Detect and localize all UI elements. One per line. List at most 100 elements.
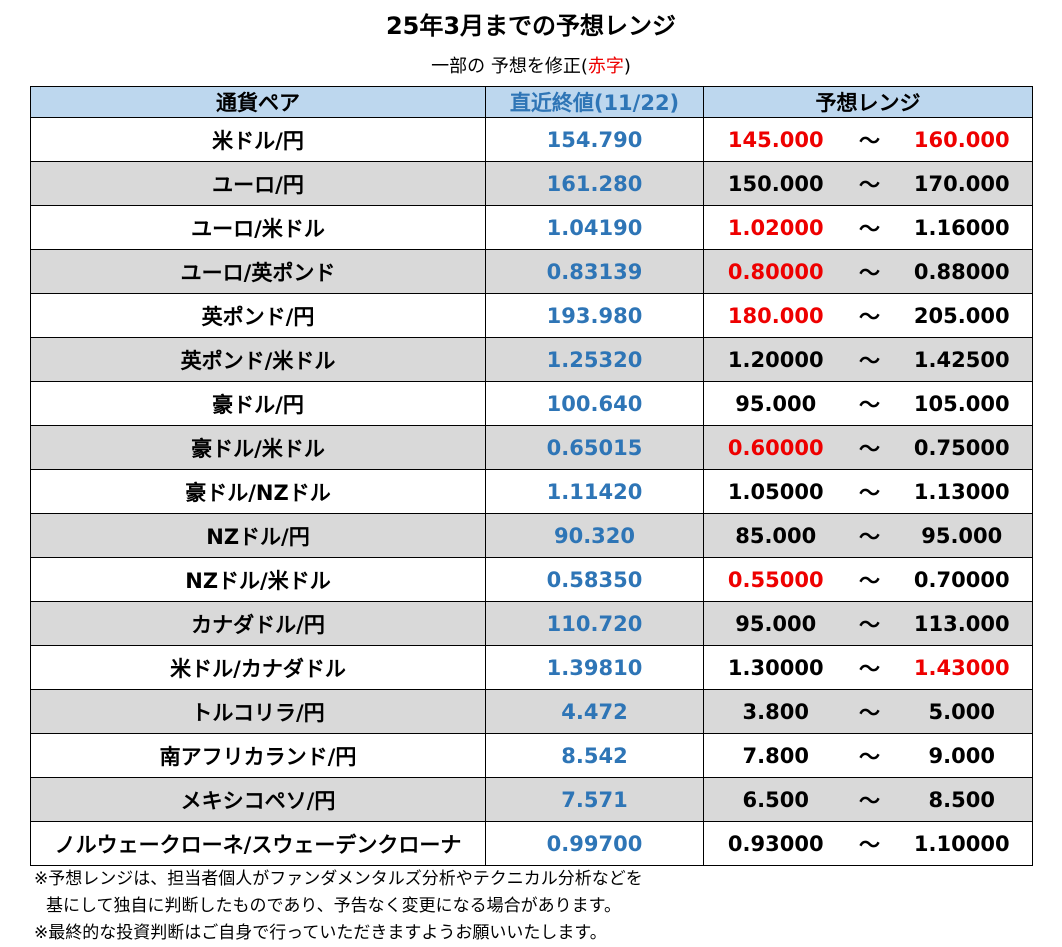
footnote-2: 基にして独自に判断したものであり、予告なく変更になる場合があります。 (46, 896, 621, 916)
pair-cell: 米ドル/カナダドル (30, 645, 486, 690)
pair-cell: 米ドル/円 (30, 117, 486, 162)
pair-cell: ユーロ/米ドル (30, 205, 486, 250)
range-tilde: ～ (847, 293, 892, 338)
range-low-cell: 180.000 (703, 293, 848, 338)
range-tilde: ～ (847, 777, 892, 822)
pair-cell: NZドル/円 (30, 513, 486, 558)
range-tilde: ～ (847, 821, 892, 866)
range-low-cell: 0.80000 (703, 249, 848, 294)
latest-close-cell: 100.640 (485, 381, 704, 426)
table-row: ユーロ/英ポンド 0.83139 0.80000 ～ 0.88000 (30, 249, 1034, 294)
range-high-cell: 1.16000 (891, 205, 1034, 250)
range-tilde: ～ (847, 117, 892, 162)
pair-cell: ノルウェークローネ/スウェーデンクローナ (30, 821, 486, 866)
range-high-cell: 1.42500 (891, 337, 1034, 382)
range-tilde: ～ (847, 513, 892, 558)
range-low-cell: 0.55000 (703, 557, 848, 602)
table-row: 豪ドル/米ドル 0.65015 0.60000 ～ 0.75000 (30, 425, 1034, 470)
table-row: NZドル/円 90.320 85.000 ～ 95.000 (30, 513, 1034, 558)
latest-close-cell: 110.720 (485, 601, 704, 646)
range-tilde: ～ (847, 161, 892, 206)
table-row: メキシコペソ/円 7.571 6.500 ～ 8.500 (30, 777, 1034, 822)
range-tilde: ～ (847, 425, 892, 470)
table-row: ユーロ/円 161.280 150.000 ～ 170.000 (30, 161, 1034, 206)
range-high-cell: 95.000 (891, 513, 1034, 558)
range-tilde: ～ (847, 733, 892, 778)
table-row: 豪ドル/NZドル 1.11420 1.05000 ～ 1.13000 (30, 469, 1034, 514)
latest-close-cell: 0.65015 (485, 425, 704, 470)
latest-close-cell: 0.99700 (485, 821, 704, 866)
pair-cell: 英ポンド/米ドル (30, 337, 486, 382)
range-high-cell: 170.000 (891, 161, 1034, 206)
footnote-3: ※最終的な投資判断はご自身で行っていただきますようお願いいたします。 (34, 923, 607, 943)
footnotes: ※予想レンジは、担当者個人がファンダメンタルズ分析やテクニカル分析などを 基にし… (34, 866, 643, 947)
range-high-cell: 9.000 (891, 733, 1034, 778)
range-tilde: ～ (847, 381, 892, 426)
pair-cell: メキシコペソ/円 (30, 777, 486, 822)
table-row: 英ポンド/円 193.980 180.000 ～ 205.000 (30, 293, 1034, 338)
pair-cell: 豪ドル/米ドル (30, 425, 486, 470)
forecast-table: 通貨ペア 直近終値(11/22) 予想レンジ 米ドル/円 154.790 145.0… (30, 86, 1034, 866)
header-range: 予想レンジ (702, 86, 1034, 118)
latest-close-cell: 161.280 (485, 161, 704, 206)
table-row: 米ドル/円 154.790 145.000 ～ 160.000 (30, 117, 1034, 162)
latest-close-cell: 8.542 (485, 733, 704, 778)
range-tilde: ～ (847, 469, 892, 514)
range-low-cell: 150.000 (703, 161, 848, 206)
range-low-cell: 6.500 (703, 777, 848, 822)
subtitle-highlight: 赤字 (587, 56, 624, 77)
latest-close-cell: 4.472 (485, 689, 704, 734)
table-row: ユーロ/米ドル 1.04190 1.02000 ～ 1.16000 (30, 205, 1034, 250)
range-tilde: ～ (847, 205, 892, 250)
table-row: 英ポンド/米ドル 1.25320 1.20000 ～ 1.42500 (30, 337, 1034, 382)
range-high-cell: 0.70000 (891, 557, 1034, 602)
table-row: ノルウェークローネ/スウェーデンクローナ 0.99700 0.93000 ～ 1.100… (30, 821, 1034, 866)
range-high-cell: 1.43000 (891, 645, 1034, 690)
range-high-cell: 1.13000 (891, 469, 1034, 514)
latest-close-cell: 1.04190 (485, 205, 704, 250)
range-high-cell: 105.000 (891, 381, 1034, 426)
range-low-cell: 85.000 (703, 513, 848, 558)
range-low-cell: 0.60000 (703, 425, 848, 470)
range-low-cell: 1.05000 (703, 469, 848, 514)
range-tilde: ～ (847, 645, 892, 690)
range-high-cell: 160.000 (891, 117, 1034, 162)
pair-cell: 英ポンド/円 (30, 293, 486, 338)
range-low-cell: 95.000 (703, 381, 848, 426)
page-title: 25年3月までの予想レンジ (385, 12, 677, 40)
latest-close-cell: 1.11420 (485, 469, 704, 514)
latest-close-cell: 0.83139 (485, 249, 704, 294)
pair-cell: トルコリラ/円 (30, 689, 486, 734)
latest-close-cell: 1.25320 (485, 337, 704, 382)
range-tilde: ～ (847, 689, 892, 734)
range-tilde: ～ (847, 249, 892, 294)
range-high-cell: 205.000 (891, 293, 1034, 338)
pair-cell: ユーロ/英ポンド (30, 249, 486, 294)
range-high-cell: 5.000 (891, 689, 1034, 734)
subtitle-prefix: 一部の 予想を修正( (431, 56, 588, 77)
latest-close-cell: 193.980 (485, 293, 704, 338)
range-high-cell: 8.500 (891, 777, 1034, 822)
table-row: 米ドル/カナダドル 1.39810 1.30000 ～ 1.43000 (30, 645, 1034, 690)
range-tilde: ～ (847, 601, 892, 646)
table-row: トルコリラ/円 4.472 3.800 ～ 5.000 (30, 689, 1034, 734)
range-low-cell: 0.93000 (703, 821, 848, 866)
range-high-cell: 1.10000 (891, 821, 1034, 866)
pair-cell: 南アフリカランド/円 (30, 733, 486, 778)
range-tilde: ～ (847, 557, 892, 602)
range-low-cell: 145.000 (703, 117, 848, 162)
range-low-cell: 1.20000 (703, 337, 848, 382)
header-latest: 直近終値(11/22) (485, 86, 704, 118)
range-high-cell: 113.000 (891, 601, 1034, 646)
pair-cell: NZドル/米ドル (30, 557, 486, 602)
range-tilde: ～ (847, 337, 892, 382)
table-row: NZドル/米ドル 0.58350 0.55000 ～ 0.70000 (30, 557, 1034, 602)
table-row: 南アフリカランド/円 8.542 7.800 ～ 9.000 (30, 733, 1034, 778)
table-row: カナダドル/円 110.720 95.000 ～ 113.000 (30, 601, 1034, 646)
subtitle-suffix: ) (623, 56, 631, 77)
header-pair: 通貨ペア (30, 86, 486, 118)
subtitle: 一部の 予想を修正(赤字) (0, 52, 1062, 78)
range-low-cell: 1.30000 (703, 645, 848, 690)
range-high-cell: 0.88000 (891, 249, 1034, 294)
latest-close-cell: 7.571 (485, 777, 704, 822)
